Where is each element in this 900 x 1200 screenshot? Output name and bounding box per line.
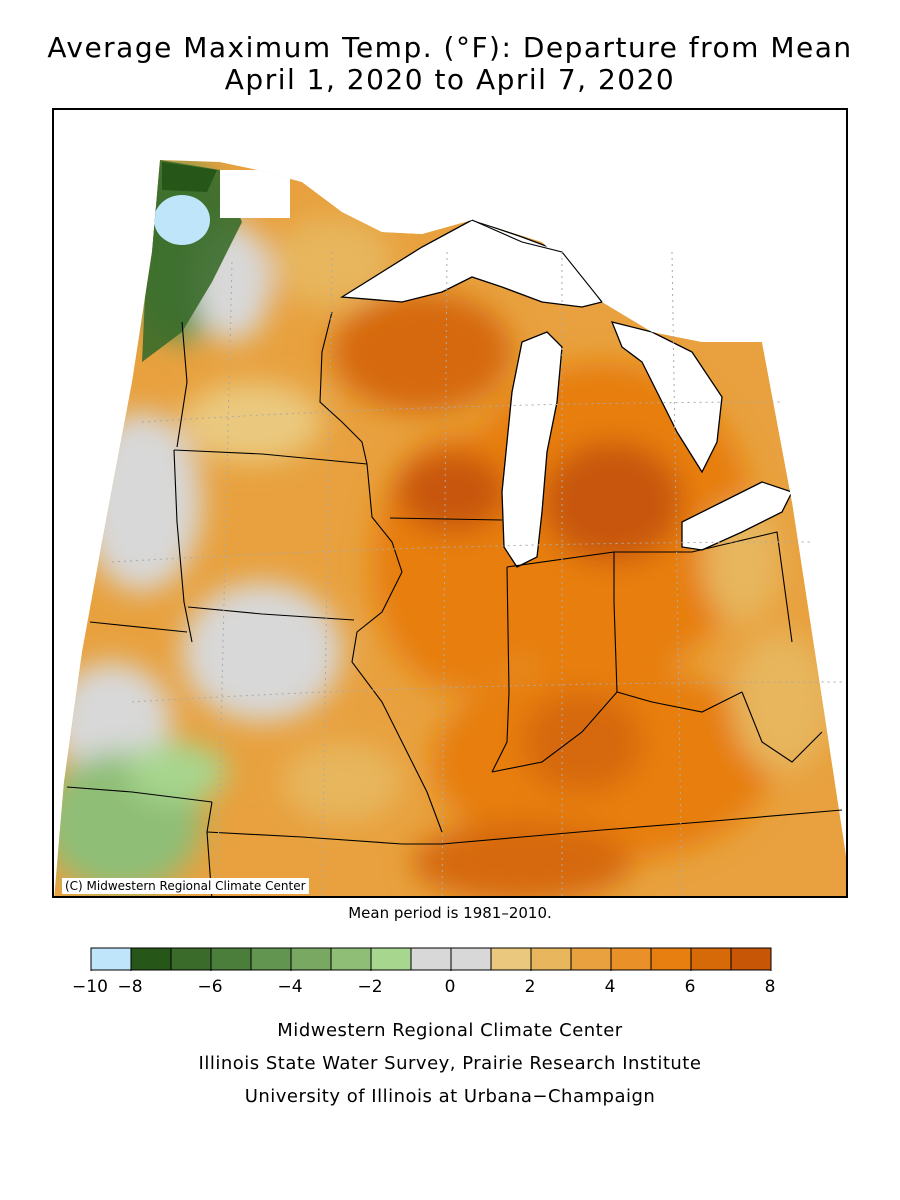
legend-swatch xyxy=(650,947,692,971)
mean-period-note: Mean period is 1981–2010. xyxy=(348,904,552,922)
legend-tick-label: −10 xyxy=(72,977,108,997)
graticule xyxy=(111,251,843,896)
map-date-range: April 1, 2020 to April 7, 2020 xyxy=(224,63,676,96)
great-lakes xyxy=(220,112,846,568)
legend-swatch xyxy=(330,947,372,971)
legend-tick-label: 6 xyxy=(684,977,696,997)
legend-swatch xyxy=(290,947,332,971)
legend-swatch xyxy=(450,947,492,971)
legend-tick-label: −8 xyxy=(117,977,143,997)
legend-tick-label: −6 xyxy=(197,977,223,997)
legend-swatch xyxy=(610,947,652,971)
legend-swatch xyxy=(570,947,612,971)
legend-swatch xyxy=(490,947,532,971)
color-legend xyxy=(90,947,772,971)
legend-swatch xyxy=(410,947,452,971)
state-boundaries xyxy=(66,219,843,896)
legend-tick-label: −2 xyxy=(357,977,383,997)
legend-swatch xyxy=(130,947,172,971)
map-credit: (C) Midwestern Regional Climate Center xyxy=(62,878,309,894)
legend-tick-label: 8 xyxy=(764,977,776,997)
footer-survey: Illinois State Water Survey, Prairie Res… xyxy=(198,1053,702,1074)
map-title: Average Maximum Temp. (°F): Departure fr… xyxy=(47,31,853,64)
legend-tick-label: −4 xyxy=(277,977,303,997)
legend-tick-label: 4 xyxy=(604,977,616,997)
legend-tick-label: 2 xyxy=(524,977,536,997)
legend-swatch xyxy=(370,947,412,971)
legend-swatch xyxy=(530,947,572,971)
footer-org: Midwestern Regional Climate Center xyxy=(277,1020,623,1041)
legend-swatch xyxy=(210,947,252,971)
legend-swatch xyxy=(690,947,732,971)
legend-swatch xyxy=(250,947,292,971)
temperature-departure-map xyxy=(54,112,846,896)
footer-university: University of Illinois at Urbana−Champai… xyxy=(244,1086,656,1107)
map-panel: (C) Midwestern Regional Climate Center xyxy=(52,108,848,898)
legend-tick-label: 0 xyxy=(444,977,456,997)
legend-swatch xyxy=(730,947,772,971)
legend-swatch xyxy=(90,947,132,971)
legend-swatch xyxy=(170,947,212,971)
